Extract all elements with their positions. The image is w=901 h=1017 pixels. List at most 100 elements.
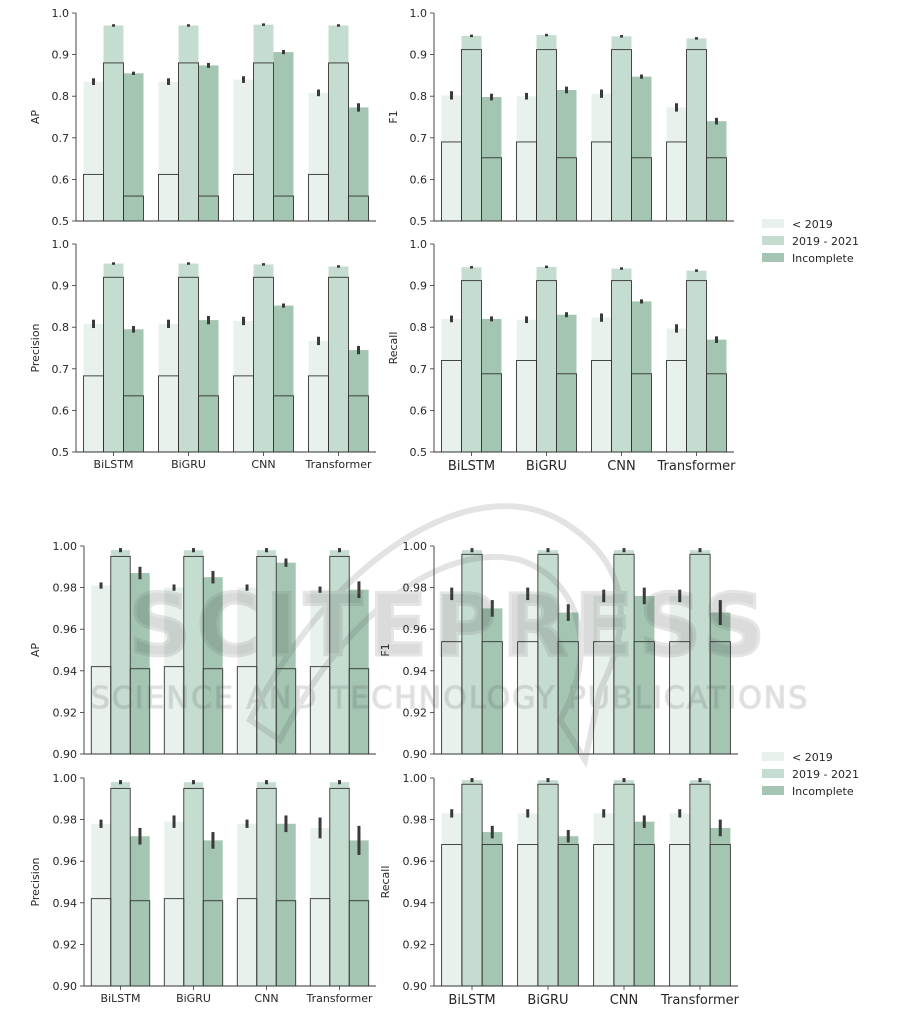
y-tick-label: 1.0 — [410, 7, 428, 20]
bar-cnn-series-2 — [256, 782, 277, 986]
y-tick-label: 0.94 — [53, 665, 78, 678]
y-tick-label: 0.7 — [52, 363, 70, 376]
bar-transformer-series-2 — [329, 550, 350, 754]
bar-bigru-series-1 — [517, 593, 538, 754]
bar-cnn-series-1 — [233, 79, 254, 221]
bar-bigru-series-1 — [164, 587, 184, 754]
bar-cnn-series-1 — [237, 587, 257, 754]
bar-transformer-series-3 — [349, 840, 369, 986]
bar-cnn-series-2 — [613, 780, 635, 986]
x-tick-label: BiLSTM — [448, 993, 495, 1008]
y-axis-label: F1 — [379, 643, 392, 656]
bar-bilstm-series-3 — [481, 97, 502, 221]
bar-bilstm-series-2 — [461, 780, 483, 986]
bar-transformer-series-1 — [669, 813, 690, 986]
chart-panel-1: 0.5 0.6 0.7 0.8 0.9 1.0 AP — [29, 7, 376, 228]
bar-cnn-series-3 — [276, 562, 296, 754]
x-tick-label: CNN — [610, 993, 639, 1008]
x-tick-label: BiGRU — [176, 992, 211, 1005]
y-tick-label: 1.0 — [52, 238, 70, 251]
bar-transformer-series-1 — [310, 827, 330, 986]
bar-bigru-series-3 — [558, 612, 579, 754]
chart-panel-8: BiLSTM BiGRU CNN Transformer 0.90 0.92 0.94 0.9… — [379, 772, 740, 1008]
bar-cnn-series-1 — [593, 595, 614, 754]
bar-transformer-series-3 — [349, 589, 369, 754]
bar-bigru-series-2 — [536, 35, 557, 221]
bar-cnn-series-2 — [253, 264, 274, 452]
bar-bigru-series-1 — [517, 813, 538, 986]
y-tick-label: 0.90 — [53, 980, 78, 993]
bar-cnn-series-1 — [591, 93, 612, 221]
bar-bilstm-series-2 — [461, 550, 483, 754]
bar-transformer-series-2 — [328, 266, 349, 452]
bar-bilstm-series-3 — [130, 836, 150, 986]
legend-label-incomplete: Incomplete — [792, 785, 854, 798]
bar-transformer-series-3 — [710, 612, 731, 754]
legend-label-2019-2021: 2019 - 2021 — [792, 235, 859, 248]
bar-bilstm-series-2 — [110, 550, 131, 754]
bar-transformer-series-3 — [348, 350, 369, 452]
y-tick-label: 0.9 — [52, 49, 70, 62]
y-tick-label: 1.00 — [53, 540, 78, 553]
x-tick-label: BiGRU — [527, 993, 568, 1008]
bar-cnn-series-2 — [611, 268, 632, 452]
y-tick-label: 0.5 — [52, 215, 70, 228]
chart-panel-6: 0.90 0.92 0.94 0.96 0.98 1.00 F1 — [379, 540, 738, 761]
bar-bilstm-series-3 — [123, 329, 144, 452]
bar-transformer-series-1 — [666, 328, 687, 452]
x-tick-label: Transformer — [305, 992, 372, 1005]
y-tick-label: 0.90 — [403, 980, 428, 993]
legend-swatch-2019-2021 — [762, 236, 784, 245]
bar-bilstm-series-3 — [482, 832, 503, 986]
y-tick-label: 0.7 — [52, 132, 70, 145]
bar-bigru-series-1 — [516, 96, 537, 221]
chart-panel-3: BiLSTM BiGRU CNN Transformer 0.5 0.6 0.7 0.8 0.9… — [29, 238, 376, 471]
bar-transformer-series-2 — [686, 270, 707, 452]
y-tick-label: 0.92 — [403, 706, 428, 719]
bar-transformer-series-2 — [689, 550, 711, 754]
bar-cnn-series-3 — [634, 595, 655, 754]
y-tick-label: 0.8 — [52, 90, 70, 103]
bar-transformer-series-3 — [348, 107, 369, 221]
bar-bigru-series-3 — [558, 836, 579, 986]
x-tick-label: CNN — [251, 458, 275, 471]
bar-cnn-series-3 — [276, 823, 296, 986]
y-tick-label: 0.94 — [403, 897, 428, 910]
bar-bilstm-series-1 — [441, 813, 462, 986]
y-tick-label: 0.92 — [403, 938, 428, 951]
bar-bilstm-series-2 — [110, 782, 131, 986]
bar-bigru-series-2 — [183, 550, 204, 754]
bar-bigru-series-2 — [178, 263, 199, 452]
y-tick-label: 0.7 — [410, 363, 428, 376]
bar-bilstm-series-2 — [461, 35, 482, 221]
x-tick-label: Transformer — [304, 458, 371, 471]
bar-bilstm-series-3 — [481, 318, 502, 452]
y-tick-label: 0.8 — [410, 321, 428, 334]
x-tick-label: Transformer — [660, 993, 740, 1008]
chart-panel-4: BiLSTM BiGRU CNN Transformer 0.5 0.6 0.7 0.8 0.9… — [387, 238, 736, 474]
legend-swatch-incomplete — [762, 253, 784, 262]
legend-swatch-incomplete — [762, 786, 784, 795]
bar-bilstm-series-1 — [91, 823, 111, 986]
chart-panel-7: BiLSTM BiGRU CNN Transformer 0.90 0.92 0.94 0.9… — [29, 772, 376, 1005]
bar-transformer-series-2 — [686, 38, 707, 221]
y-tick-label: 0.92 — [53, 938, 78, 951]
legend-label-pre2019: < 2019 — [792, 751, 833, 764]
y-tick-label: 0.98 — [53, 582, 78, 595]
y-axis-label: F1 — [387, 110, 400, 123]
y-tick-label: 0.90 — [403, 748, 428, 761]
y-tick-label: 1.00 — [53, 772, 78, 785]
y-tick-label: 0.96 — [403, 855, 428, 868]
y-tick-label: 1.0 — [52, 7, 70, 20]
bar-cnn-series-3 — [273, 305, 294, 452]
legend-top: < 2019 2019 - 2021 Incomplete — [762, 218, 859, 265]
legend-bottom: < 2019 2019 - 2021 Incomplete — [762, 751, 859, 798]
bar-bigru-series-2 — [183, 782, 204, 986]
bar-cnn-series-3 — [273, 52, 294, 221]
bar-bigru-series-1 — [158, 81, 179, 221]
y-tick-label: 0.96 — [53, 623, 78, 636]
y-tick-label: 0.94 — [53, 897, 78, 910]
bar-bigru-series-3 — [556, 89, 577, 222]
y-axis-label: Precision — [29, 857, 42, 906]
y-tick-label: 0.90 — [53, 748, 78, 761]
